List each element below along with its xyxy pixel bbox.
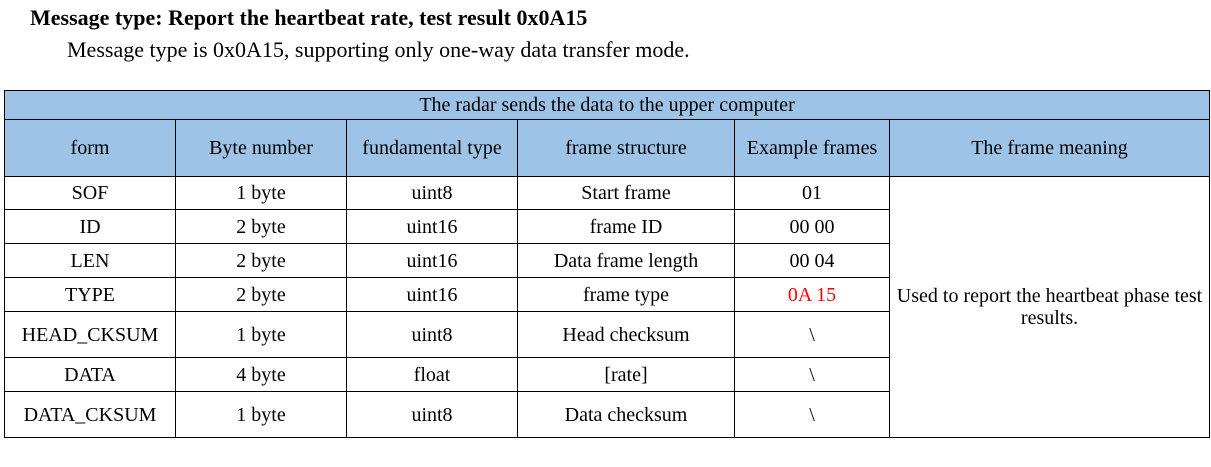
cell-type: uint16: [346, 209, 518, 244]
cell-example: 00 00: [734, 209, 890, 244]
cell-bytes: 1 byte: [175, 311, 347, 358]
table-row: SOF 1 byte uint8 Start frame 01 Used to …: [4, 176, 1211, 438]
cell-structure: frame type: [517, 277, 735, 312]
cell-structure: [rate]: [517, 357, 735, 392]
table-row: DATA_CKSUM 1 byte uint8 Data checksum \: [4, 391, 1210, 438]
cell-structure: Data checksum: [517, 391, 735, 438]
message-intro: Message type is 0x0A15, supporting only …: [67, 37, 690, 62]
frame-table: The radar sends the data to the upper co…: [3, 90, 1211, 438]
column-header-fundamental-type: fundamental type: [346, 119, 518, 177]
table-row: ID 2 byte uint16 frame ID 00 00: [4, 209, 1210, 244]
cell-type: uint16: [346, 277, 518, 312]
cell-type: uint8: [346, 176, 518, 210]
table-row: LEN 2 byte uint16 Data frame length 00 0…: [4, 243, 1210, 278]
cell-form: LEN: [4, 243, 176, 278]
cell-structure: Data frame length: [517, 243, 735, 278]
cell-structure: Start frame: [517, 176, 735, 210]
column-header-example-frames: Example frames: [734, 119, 890, 177]
cell-bytes: 1 byte: [175, 391, 347, 438]
table-title: The radar sends the data to the upper co…: [3, 90, 1211, 120]
cell-type: uint8: [346, 311, 518, 358]
cell-type: uint16: [346, 243, 518, 278]
column-header-form: form: [4, 119, 176, 177]
cell-example-highlight: 0A 15: [734, 277, 890, 312]
cell-form: HEAD_CKSUM: [4, 311, 176, 358]
cell-example: \: [734, 311, 890, 358]
cell-bytes: 1 byte: [175, 176, 347, 210]
table-row: HEAD_CKSUM 1 byte uint8 Head checksum \: [4, 311, 1210, 358]
cell-example: 00 04: [734, 243, 890, 278]
cell-example: \: [734, 357, 890, 392]
cell-bytes: 2 byte: [175, 209, 347, 244]
cell-type: float: [346, 357, 518, 392]
cell-example: \: [734, 391, 890, 438]
cell-form: DATA_CKSUM: [4, 391, 176, 438]
cell-bytes: 2 byte: [175, 243, 347, 278]
cell-form: TYPE: [4, 277, 176, 312]
cell-type: uint8: [346, 391, 518, 438]
cell-structure: Head checksum: [517, 311, 735, 358]
cell-form: SOF: [4, 176, 176, 210]
cell-bytes: 4 byte: [175, 357, 347, 392]
column-header-frame-meaning: The frame meaning: [888, 119, 1211, 177]
cell-bytes: 2 byte: [175, 277, 347, 312]
cell-form: DATA: [4, 357, 176, 392]
cell-form: ID: [4, 209, 176, 244]
message-heading: Message type: Report the heartbeat rate,…: [30, 5, 588, 30]
cell-structure: frame ID: [517, 209, 735, 244]
column-header-frame-structure: frame structure: [517, 119, 735, 177]
table-title-row: The radar sends the data to the upper co…: [3, 90, 1211, 120]
frame-meaning-cell: Used to report the heartbeat phase test …: [888, 176, 1211, 438]
table-row: TYPE 2 byte uint16 frame type 0A 15: [4, 277, 1210, 312]
table-header-row: form Byte number fundamental type frame …: [4, 119, 1211, 177]
column-header-byte-number: Byte number: [175, 119, 347, 177]
cell-example: 01: [734, 176, 890, 210]
